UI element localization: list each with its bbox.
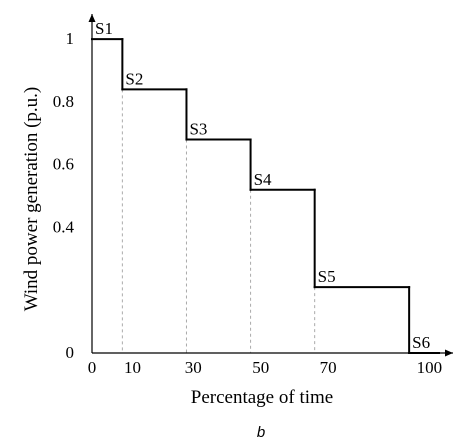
x-tick-label: 70 [320,358,337,377]
segment-label: S4 [254,170,272,189]
y-tick-label: 0.4 [53,217,75,236]
segment-label: S2 [125,69,143,88]
x-tick-label: 50 [252,358,269,377]
x-axis-arrow [445,350,453,357]
tick-labels: 00.40.60.810 10 30 50 70 100 [53,29,442,377]
x-tick-label: 100 [417,358,443,377]
x-axis-title: Percentage of time [191,387,333,408]
segment-labels: S1 S2 S3 S4 S5 S6 [95,19,430,352]
segment-label: S5 [318,267,336,286]
dashed-guides [122,89,314,353]
segment-label: S6 [412,333,430,352]
x-tick-label: 0 [88,358,97,377]
y-tick-label: 0 [66,343,75,362]
y-tick-label: 0.8 [53,92,74,111]
figure-caption: b [257,424,265,441]
segment-label: S1 [95,19,113,38]
segment-label: S3 [189,120,207,139]
y-tick-label: 1 [66,29,75,48]
y-axis-title: Wind power generation (p.u.) [21,87,42,312]
x-tick-label: 10 [124,358,141,377]
x-tick-label: 30 [185,358,202,377]
y-tick-label: 0.6 [53,155,74,174]
step-series [92,39,439,353]
